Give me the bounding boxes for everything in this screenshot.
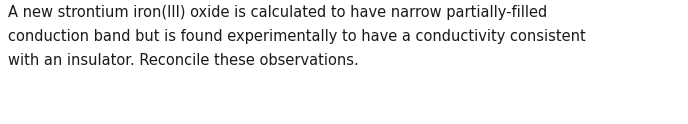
- Text: A new strontium iron(III) oxide is calculated to have narrow partially-filled
co: A new strontium iron(III) oxide is calcu…: [8, 5, 586, 68]
